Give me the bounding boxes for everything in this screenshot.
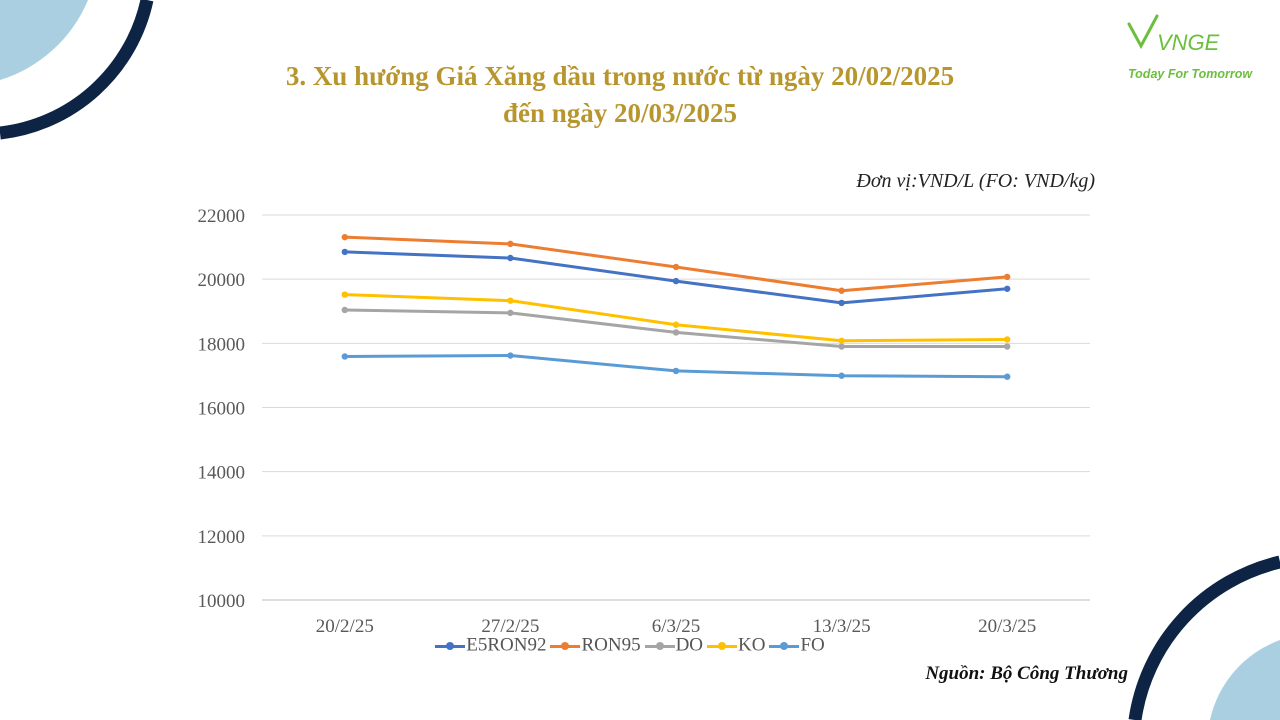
series-e5ron92 xyxy=(341,248,1011,307)
legend-item-e5ron92: E5RON92 xyxy=(435,634,546,657)
legend-item-ron95: RON95 xyxy=(550,634,641,657)
data-point-do xyxy=(341,306,348,314)
data-point-e5ron92 xyxy=(672,277,680,285)
legend-swatch xyxy=(769,640,800,652)
y-tick-label: 22000 xyxy=(198,206,246,227)
x-tick-label: 13/3/25 xyxy=(813,616,871,637)
y-tick-label: 12000 xyxy=(198,527,246,548)
data-point-fo xyxy=(838,372,845,379)
leaf-check-icon xyxy=(1127,14,1159,50)
chart-legend: E5RON92 RON95 DO KO FO xyxy=(0,634,1260,657)
x-tick-label: 20/2/25 xyxy=(316,616,374,637)
data-point-e5ron92 xyxy=(341,248,348,256)
data-point-fo xyxy=(672,367,680,375)
x-tick-label: 6/3/25 xyxy=(652,616,701,637)
source-note: Nguồn: Bộ Công Thương xyxy=(925,663,1128,684)
series-lines xyxy=(341,233,1011,380)
y-tick-label: 14000 xyxy=(198,463,246,484)
data-point-ko xyxy=(672,321,680,328)
data-point-ron95 xyxy=(838,287,845,294)
data-point-do xyxy=(838,343,845,350)
unit-note: Đơn vị:VND/L (FO: VND/kg) xyxy=(856,170,1095,192)
data-point-e5ron92 xyxy=(507,254,514,262)
series-do xyxy=(341,306,1011,350)
data-point-fo xyxy=(341,353,348,360)
bottom-right-light-arc xyxy=(1210,640,1280,720)
top-left-navy-arc xyxy=(0,0,154,140)
data-point-do xyxy=(507,309,514,317)
series-line-e5ron92 xyxy=(344,250,1008,305)
data-point-do xyxy=(672,329,680,336)
legend-swatch xyxy=(707,640,738,652)
data-point-ron95 xyxy=(341,233,348,241)
gridlines xyxy=(262,214,1090,601)
y-axis-ticks: 10000 12000 14000 16000 18000 20000 22000 xyxy=(198,206,246,612)
data-point-ko xyxy=(838,337,845,344)
series-ron95 xyxy=(341,233,1011,294)
legend-swatch xyxy=(550,640,581,652)
data-point-ron95 xyxy=(507,240,514,248)
data-point-ko xyxy=(507,297,514,304)
legend-item-do: DO xyxy=(644,634,704,657)
title-line-2: đến ngày 20/03/2025 xyxy=(502,98,738,128)
x-tick-label: 27/2/25 xyxy=(481,616,539,637)
series-fo xyxy=(341,352,1011,380)
data-point-fo xyxy=(1004,373,1011,380)
logo-tagline: Today For Tomorrow xyxy=(1128,67,1253,81)
data-point-ko xyxy=(1004,336,1011,343)
data-point-fo xyxy=(507,352,514,359)
title-line-1: 3. Xu hướng Giá Xăng dầu trong nước từ n… xyxy=(285,61,955,91)
data-point-ron95 xyxy=(672,263,680,271)
y-tick-label: 10000 xyxy=(198,591,246,612)
data-point-do xyxy=(1004,343,1011,350)
legend-label: DO xyxy=(675,634,704,656)
x-axis-ticks: 20/2/25 27/2/25 6/3/25 13/3/25 20/3/25 xyxy=(316,616,1036,637)
legend-swatch xyxy=(644,640,675,652)
data-point-ron95 xyxy=(1004,273,1011,281)
legend-label: KO xyxy=(738,634,766,656)
y-tick-label: 18000 xyxy=(198,334,246,355)
legend-item-ko: KO xyxy=(707,634,765,657)
data-point-e5ron92 xyxy=(1004,285,1011,292)
vnge-logo: VNGE Today For Tomorrow xyxy=(1115,10,1275,90)
legend-item-fo: FO xyxy=(769,634,825,657)
x-tick-label: 20/3/25 xyxy=(978,616,1036,637)
legend-label: RON95 xyxy=(581,634,641,656)
y-tick-label: 16000 xyxy=(198,399,246,420)
legend-label: E5RON92 xyxy=(466,634,547,656)
legend-swatch xyxy=(435,640,466,652)
top-left-light-arc xyxy=(0,0,88,80)
bottom-right-navy-arc xyxy=(1128,555,1280,720)
data-point-e5ron92 xyxy=(838,299,845,307)
series-ko xyxy=(341,291,1011,344)
y-tick-label: 20000 xyxy=(198,270,246,291)
data-point-ko xyxy=(341,291,348,298)
logo-word: VNGE xyxy=(1157,30,1220,55)
legend-label: FO xyxy=(800,634,825,656)
chart-title: 3. Xu hướng Giá Xăng dầu trong nước từ n… xyxy=(110,58,1130,132)
